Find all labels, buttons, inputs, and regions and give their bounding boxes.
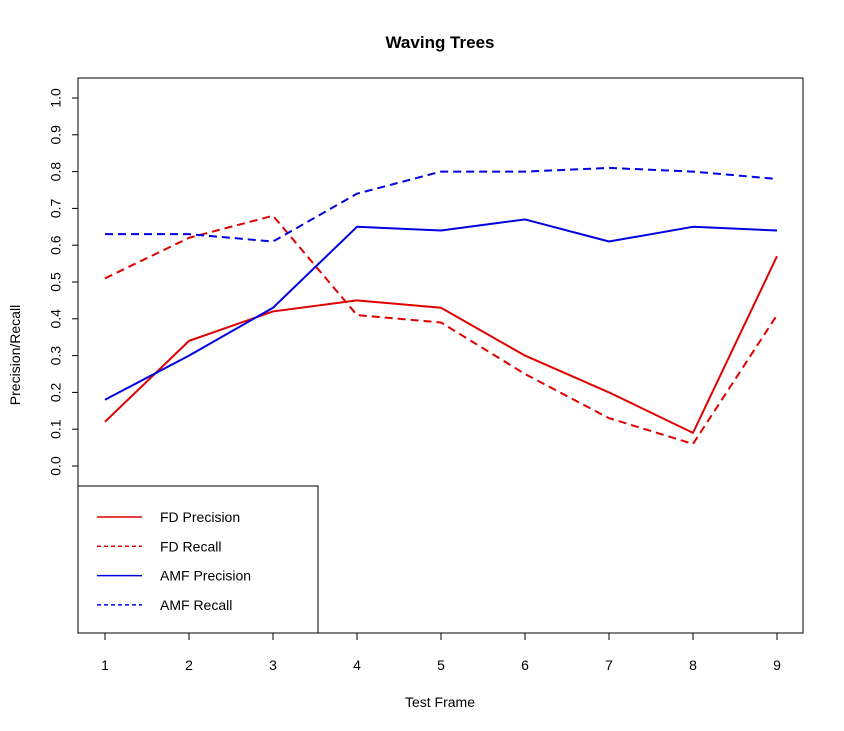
x-tick-label: 4 xyxy=(353,657,361,673)
y-tick-label: 0.2 xyxy=(48,382,64,402)
y-tick-label: 0.3 xyxy=(48,346,64,366)
x-tick-label: 7 xyxy=(605,657,613,673)
legend-entry-label: AMF Recall xyxy=(160,597,232,613)
x-tick-label: 3 xyxy=(269,657,277,673)
legend-entry-label: AMF Precision xyxy=(160,568,251,584)
legend-entry-label: FD Recall xyxy=(160,538,221,554)
x-tick-label: 5 xyxy=(437,657,445,673)
x-tick-label: 2 xyxy=(185,657,193,673)
series-layer xyxy=(104,166,778,445)
y-tick-label: 0.5 xyxy=(48,272,64,292)
y-axis: 0.0 0.1 0.2 0.3 0.4 0.5 0.6 0.7 0.8 0.9 1.0 xyxy=(48,88,79,476)
x-tick-label: 6 xyxy=(521,657,529,673)
x-tick-label: 1 xyxy=(101,657,109,673)
chart-title: Waving Trees xyxy=(386,33,495,52)
y-tick-label: 0.8 xyxy=(48,162,64,182)
y-tick-label: 0.0 xyxy=(48,456,64,476)
legend: FD Precision FD Recall AMF Precision AMF Re… xyxy=(77,485,319,634)
y-tick-label: 1.0 xyxy=(48,88,64,108)
x-axis: 1 2 3 4 5 6 7 8 9 xyxy=(101,632,781,673)
legend-box xyxy=(77,485,319,634)
series-line-amf-precision xyxy=(104,218,778,401)
y-axis-label: Precision/Recall xyxy=(7,305,23,405)
series-line-amf-recall xyxy=(105,166,778,243)
x-axis-label: Test Frame xyxy=(405,694,475,710)
y-tick-label: 0.1 xyxy=(48,419,64,439)
y-tick-label: 0.6 xyxy=(48,235,64,255)
y-tick-label: 0.9 xyxy=(48,125,64,145)
y-tick-label: 0.4 xyxy=(48,309,64,329)
x-tick-label: 9 xyxy=(773,657,781,673)
series-line-fd-recall xyxy=(104,214,778,445)
series-line-fd-precision xyxy=(104,255,778,434)
y-tick-label: 0.7 xyxy=(48,198,64,218)
x-tick-label: 8 xyxy=(689,657,697,673)
legend-entry-label: FD Precision xyxy=(160,509,240,525)
